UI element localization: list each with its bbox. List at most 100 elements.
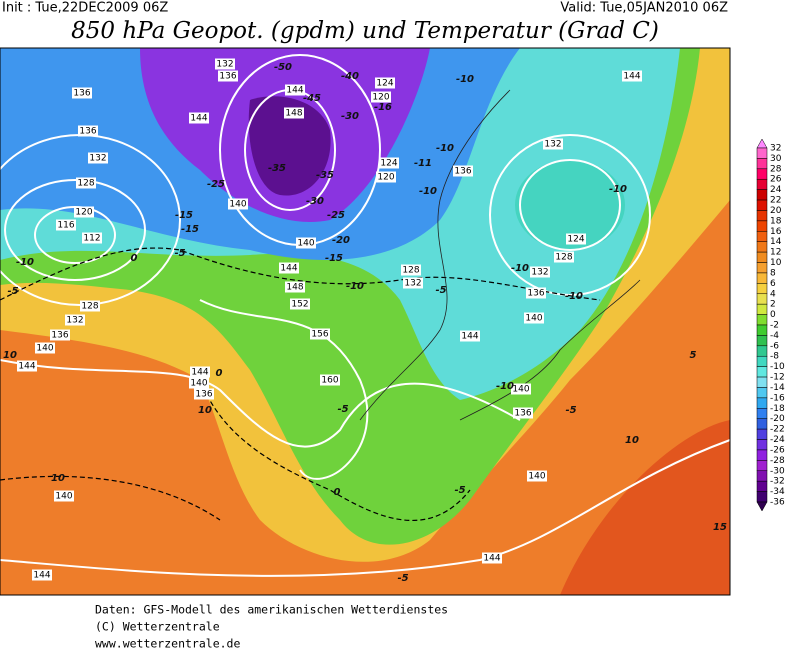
height-label-box — [526, 287, 546, 299]
colorbar-label: 20 — [770, 206, 782, 216]
height-label-box — [290, 298, 310, 310]
height-label-box — [375, 77, 395, 89]
temperature-label: 5 — [690, 350, 697, 361]
colorbar-swatch — [756, 168, 768, 180]
colorbar-label: -26 — [770, 445, 785, 455]
colorbar-label: -34 — [770, 487, 785, 497]
colorbar-swatch — [756, 241, 768, 253]
colorbar-label: -6 — [770, 341, 779, 351]
height-label-box — [35, 342, 55, 354]
temperature-label: -10 — [511, 263, 529, 274]
temperature-label: -5 — [565, 405, 576, 416]
height-label-box — [284, 107, 304, 119]
height-label: 132 — [544, 140, 561, 150]
height-label: 132 — [216, 60, 233, 70]
height-label: 144 — [33, 571, 50, 581]
height-label: 136 — [454, 167, 471, 177]
height-label-box — [513, 407, 533, 419]
height-label: 140 — [190, 379, 207, 389]
height-label: 120 — [377, 173, 394, 183]
height-label-box — [376, 171, 396, 183]
height-label-box — [320, 374, 340, 386]
colorbar-swatch — [756, 480, 768, 492]
temperature-label: -5 — [7, 286, 18, 297]
colorbar-swatch — [756, 470, 768, 482]
height-label: 124 — [567, 235, 584, 245]
temperature-label: -40 — [341, 71, 359, 82]
colorbar-label: 32 — [770, 144, 781, 154]
colorbar-swatch — [756, 293, 768, 305]
temperature-label: -10 — [565, 291, 583, 302]
colorbar-label: -24 — [770, 435, 785, 445]
colorbar-bottom-arrow — [756, 501, 768, 512]
height-label: 132 — [89, 154, 106, 164]
height-label-box — [194, 388, 214, 400]
height-label: 128 — [555, 253, 572, 263]
arctic-core — [248, 96, 331, 196]
colorbar-label: 16 — [770, 227, 782, 237]
height-label-box — [56, 219, 76, 231]
colorbar-top-arrow — [756, 138, 768, 149]
height-label: 136 — [73, 89, 90, 99]
temperature-label: -5 — [337, 404, 348, 415]
colorbar-label: 0 — [770, 310, 776, 320]
colorbar-label: -18 — [770, 404, 785, 414]
height-label: 120 — [372, 93, 389, 103]
height-label-box — [566, 233, 586, 245]
temperature-label: 10 — [3, 350, 17, 361]
temperature-label: -50 — [274, 62, 292, 73]
temperature-label: -16 — [374, 102, 392, 113]
height-label-box — [78, 125, 98, 137]
height-label-box — [379, 157, 399, 169]
init-time: Init : Tue,22DEC2009 06Z — [2, 1, 168, 16]
colorbar-label: 12 — [770, 248, 781, 258]
colorbar-label: -12 — [770, 373, 785, 383]
temperature-label: -5 — [397, 573, 408, 584]
height-label-box — [285, 84, 305, 96]
colorbar-swatch — [756, 262, 768, 274]
height-label-box — [190, 366, 210, 378]
colorbar-swatch — [756, 355, 768, 367]
temperature-label: -10 — [456, 74, 474, 85]
temperature-label: -15 — [175, 210, 193, 221]
height-label-box — [296, 237, 316, 249]
height-label: 132 — [531, 268, 548, 278]
colorbar-swatch — [756, 251, 768, 263]
height-label-box — [218, 70, 238, 82]
temperature-label: -15 — [325, 253, 343, 264]
height-label: 144 — [280, 264, 297, 274]
height-label: 120 — [75, 208, 92, 218]
colorbar-label: 6 — [770, 279, 776, 289]
height-label-box — [285, 281, 305, 293]
height-label: 140 — [512, 385, 529, 395]
colorbar-swatch — [756, 283, 768, 295]
colorbar-label: 4 — [770, 289, 776, 299]
colorbar-swatch — [756, 303, 768, 315]
colorbar-swatch — [756, 210, 768, 222]
temperature-label: -10 — [16, 257, 34, 268]
height-label-box — [460, 330, 480, 342]
temperature-label: -10 — [436, 143, 454, 154]
height-label-box — [401, 264, 421, 276]
temperature-label: -10 — [346, 281, 364, 292]
colorbar-label: 30 — [770, 154, 782, 164]
colorbar-swatch — [756, 428, 768, 440]
colorbar-swatch — [756, 189, 768, 201]
height-label-box — [76, 177, 96, 189]
height-label: 152 — [291, 300, 308, 310]
colorbar-swatch — [756, 387, 768, 399]
colorbar-swatch — [756, 397, 768, 409]
colorbar-label: 18 — [770, 216, 782, 226]
colorbar-swatch — [756, 324, 768, 336]
height-label-box — [453, 165, 473, 177]
colorbar-swatch — [756, 147, 768, 159]
colorbar-swatch — [756, 439, 768, 451]
footer-url: www.wetterzentrale.de — [95, 637, 240, 648]
valid-time: Valid: Tue,05JAN2010 06Z — [560, 1, 728, 16]
colorbar-swatch — [756, 491, 768, 503]
height-label: 148 — [286, 283, 303, 293]
height-label: 144 — [18, 362, 35, 372]
temperature-label: 0 — [334, 487, 341, 498]
coastlines — [359, 89, 641, 421]
